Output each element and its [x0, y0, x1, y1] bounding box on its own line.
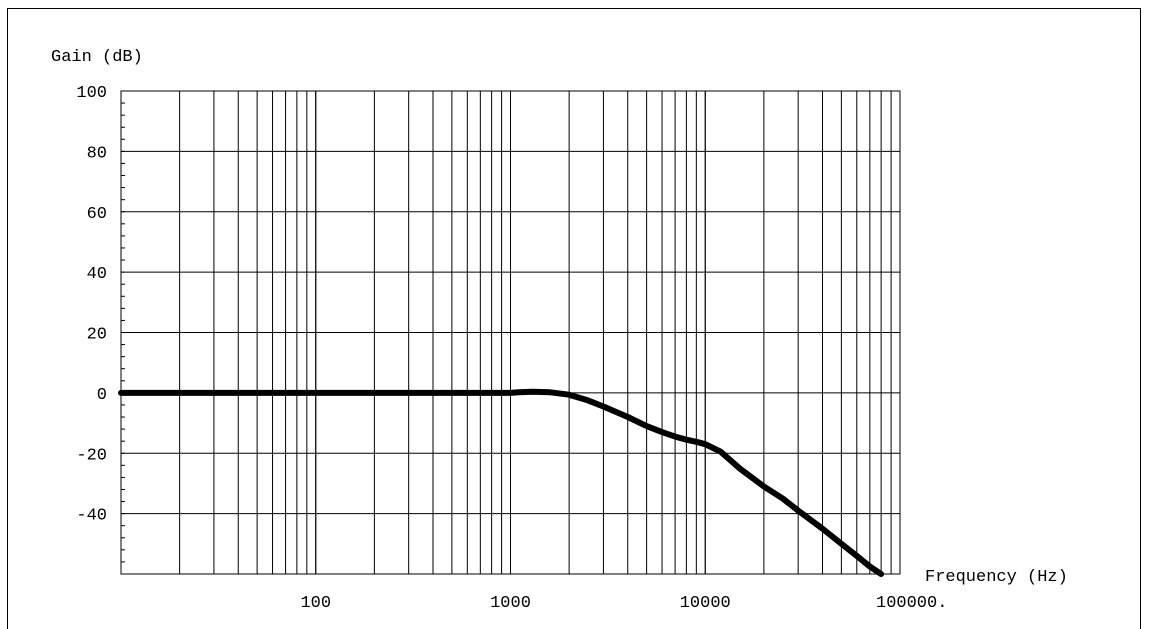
y-tick-label: 80: [87, 144, 107, 163]
y-tick-label: 40: [87, 265, 107, 284]
x-tick-label: 10000: [680, 594, 731, 613]
x-tick-label: 100: [300, 594, 331, 613]
x-tick-label: 100000.: [876, 594, 947, 613]
x-tick-label: 1000: [490, 594, 531, 613]
series-line: [118, 388, 885, 577]
y-axis-label: Gain (dB): [51, 48, 143, 67]
tick-labels: 100 80 60 40 20 0 -20 -40 100 1000 10000 100000.: [76, 84, 947, 613]
grid: [121, 90, 900, 574]
y-tick-label: 20: [87, 326, 107, 345]
plot-border: [120, 90, 901, 575]
y-tick-label: 60: [87, 205, 107, 224]
axis-ticks: [121, 90, 125, 575]
y-tick-label: -40: [76, 507, 107, 526]
chart-frame: [7, 8, 1141, 629]
y-tick-label: -20: [76, 446, 107, 465]
y-tick-label: 100: [76, 84, 107, 103]
x-axis-label: Frequency (Hz): [925, 568, 1068, 587]
y-tick-label: 0: [97, 386, 107, 405]
